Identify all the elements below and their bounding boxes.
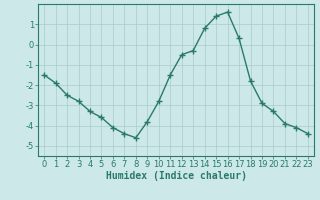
X-axis label: Humidex (Indice chaleur): Humidex (Indice chaleur)	[106, 171, 246, 181]
